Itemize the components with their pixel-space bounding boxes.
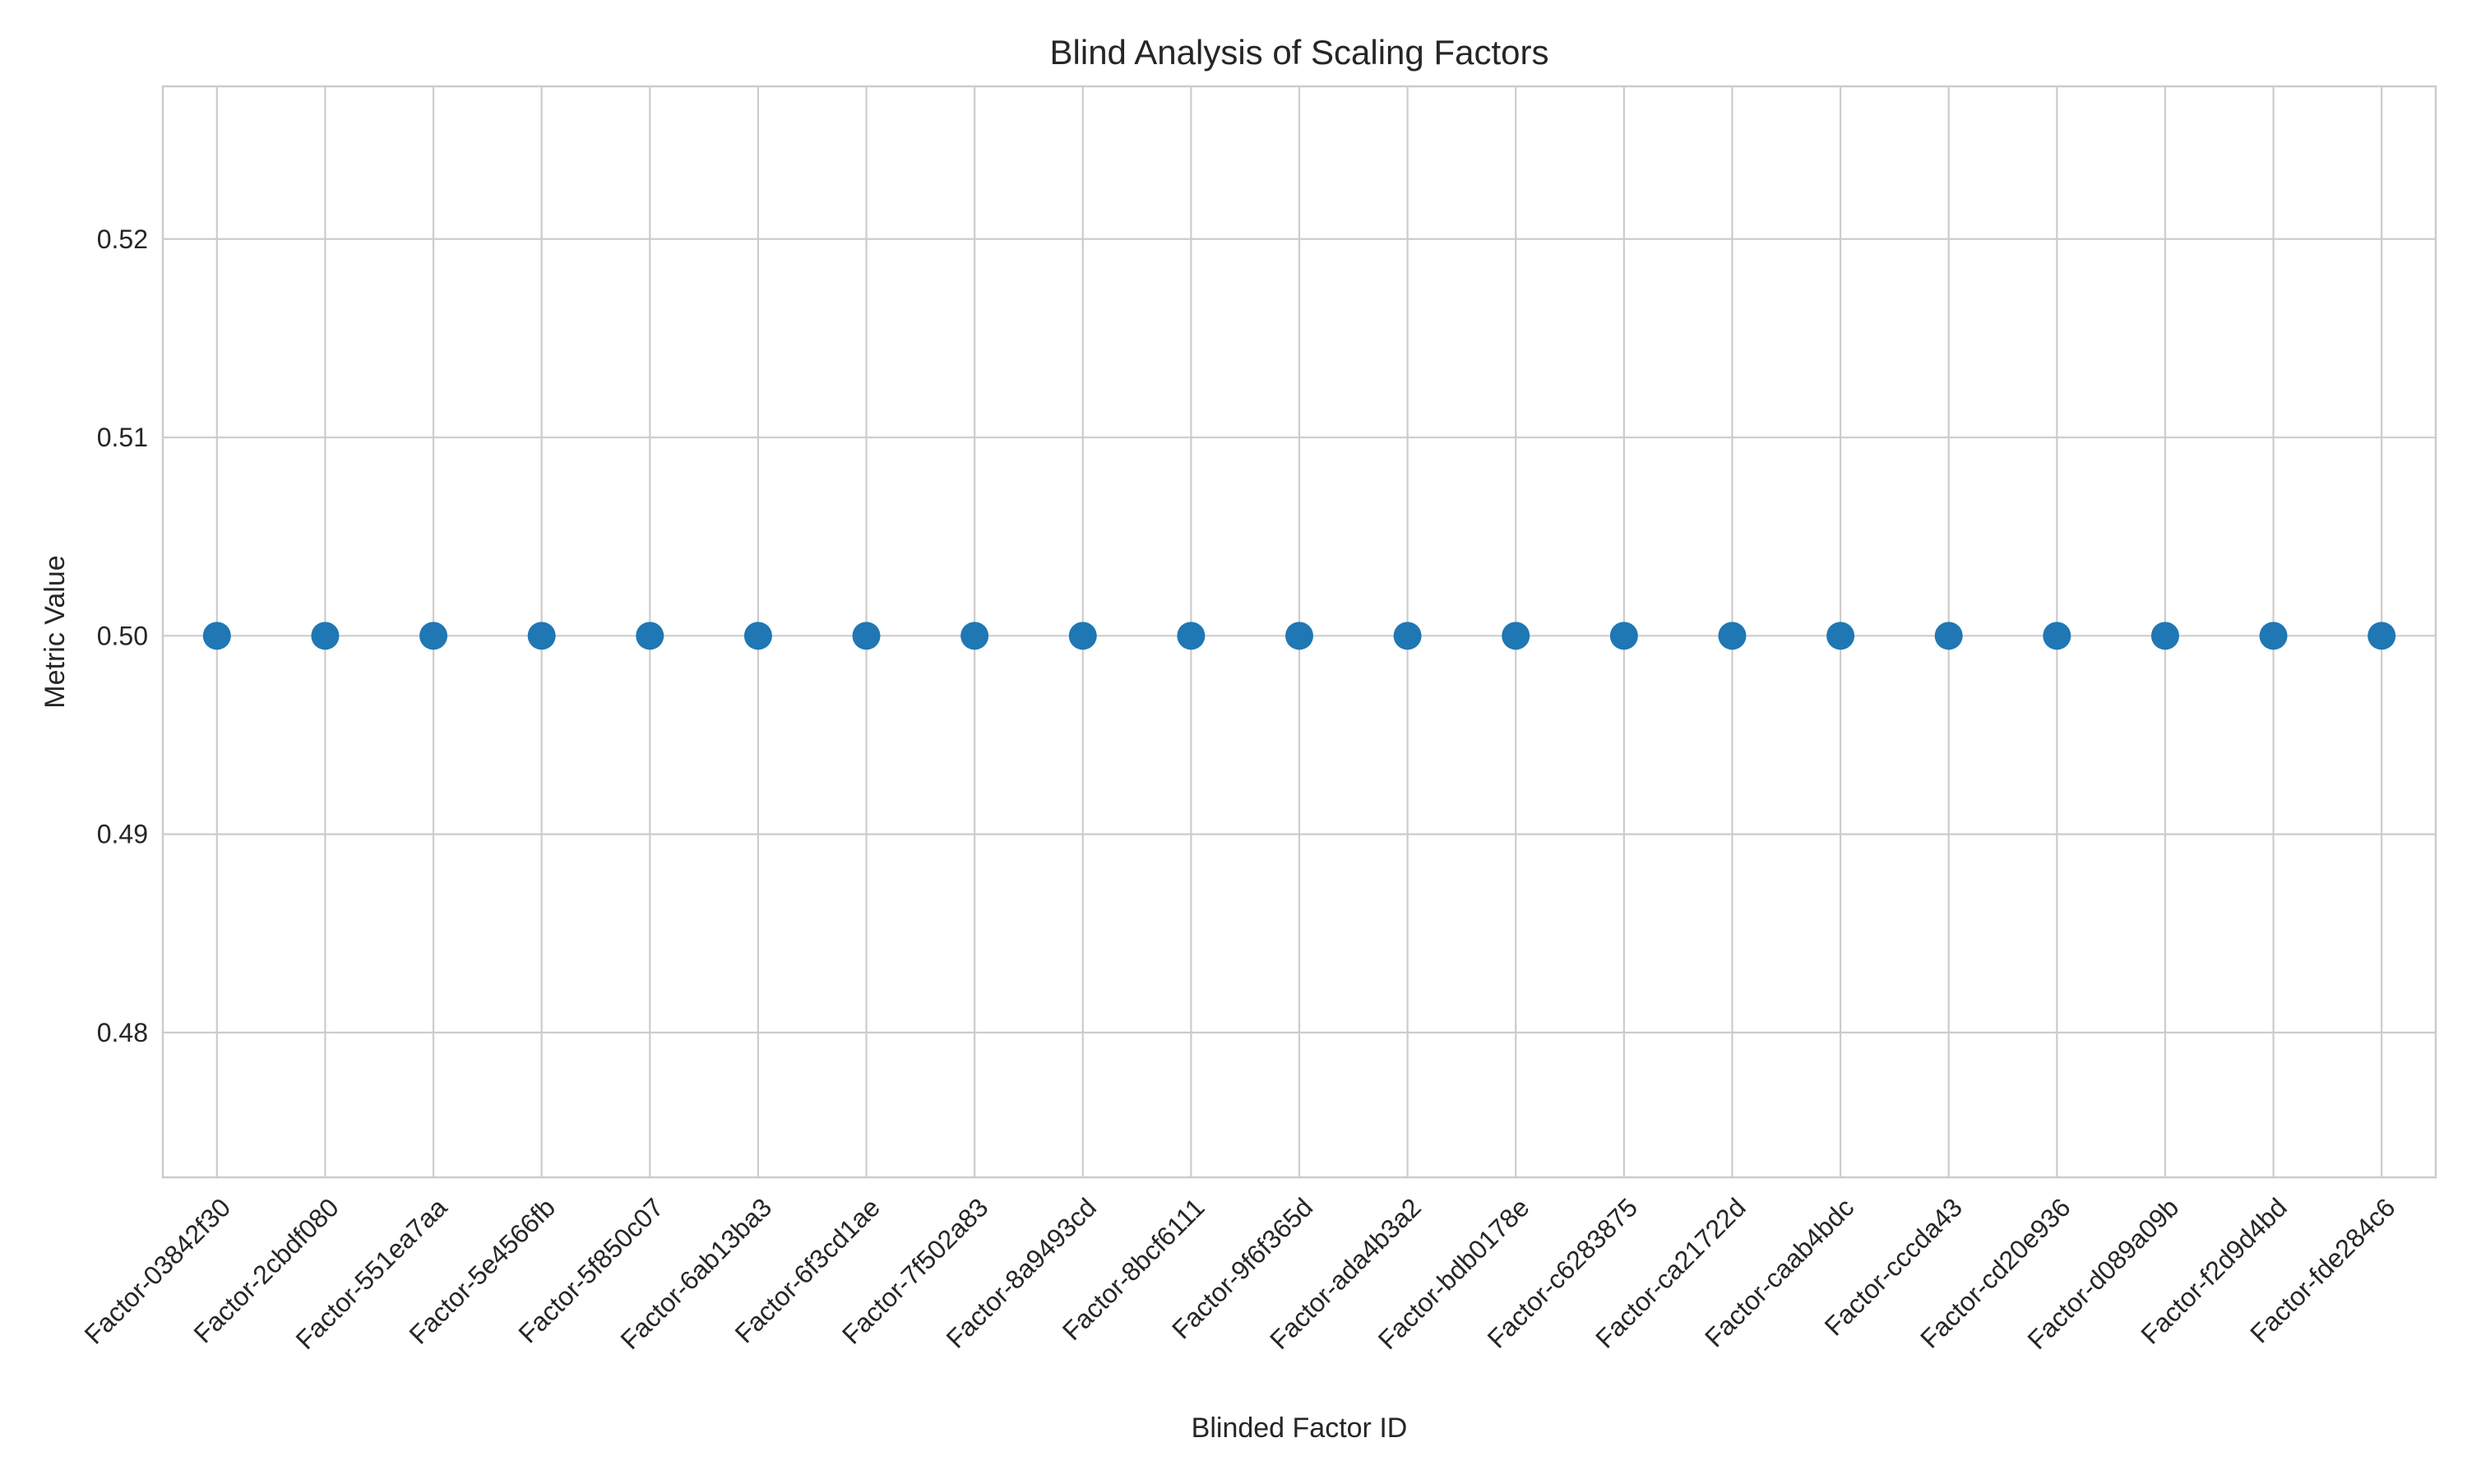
data-point xyxy=(419,622,448,650)
data-point xyxy=(1718,622,1747,650)
y-tick-label: 0.48 xyxy=(97,1018,148,1047)
data-point xyxy=(2367,622,2396,650)
data-point xyxy=(527,622,556,650)
data-point xyxy=(1177,622,1206,650)
data-point xyxy=(1393,622,1422,650)
data-point xyxy=(1068,622,1097,650)
y-tick-label: 0.51 xyxy=(97,423,148,452)
chart-title: Blind Analysis of Scaling Factors xyxy=(1050,33,1549,72)
y-tick-label: 0.50 xyxy=(97,621,148,650)
data-point xyxy=(1609,622,1638,650)
data-points xyxy=(202,622,2396,650)
plot-area-frame xyxy=(161,85,2437,1179)
x-axis-label: Blinded Factor ID xyxy=(1192,1412,1408,1444)
data-point xyxy=(2150,622,2179,650)
data-point xyxy=(636,622,664,650)
y-axis-label: Metric Value xyxy=(39,555,71,708)
data-point xyxy=(1934,622,1963,650)
y-tick-label: 0.49 xyxy=(97,820,148,849)
y-tick-label: 0.52 xyxy=(97,224,148,254)
data-point xyxy=(1826,622,1855,650)
data-point xyxy=(202,622,231,650)
data-point xyxy=(2043,622,2071,650)
data-point xyxy=(2259,622,2288,650)
y-axis-ticks: 0.48 0.49 0.50 0.51 0.52 xyxy=(97,224,148,1047)
x-axis-ticks: Factor-03842f30Factor-2cbdf080Factor-551… xyxy=(79,1192,2401,1355)
data-point xyxy=(852,622,881,650)
data-point xyxy=(743,622,772,650)
data-point xyxy=(1502,622,1530,650)
data-point xyxy=(960,622,989,650)
data-point xyxy=(311,622,340,650)
data-point xyxy=(1285,622,1313,650)
